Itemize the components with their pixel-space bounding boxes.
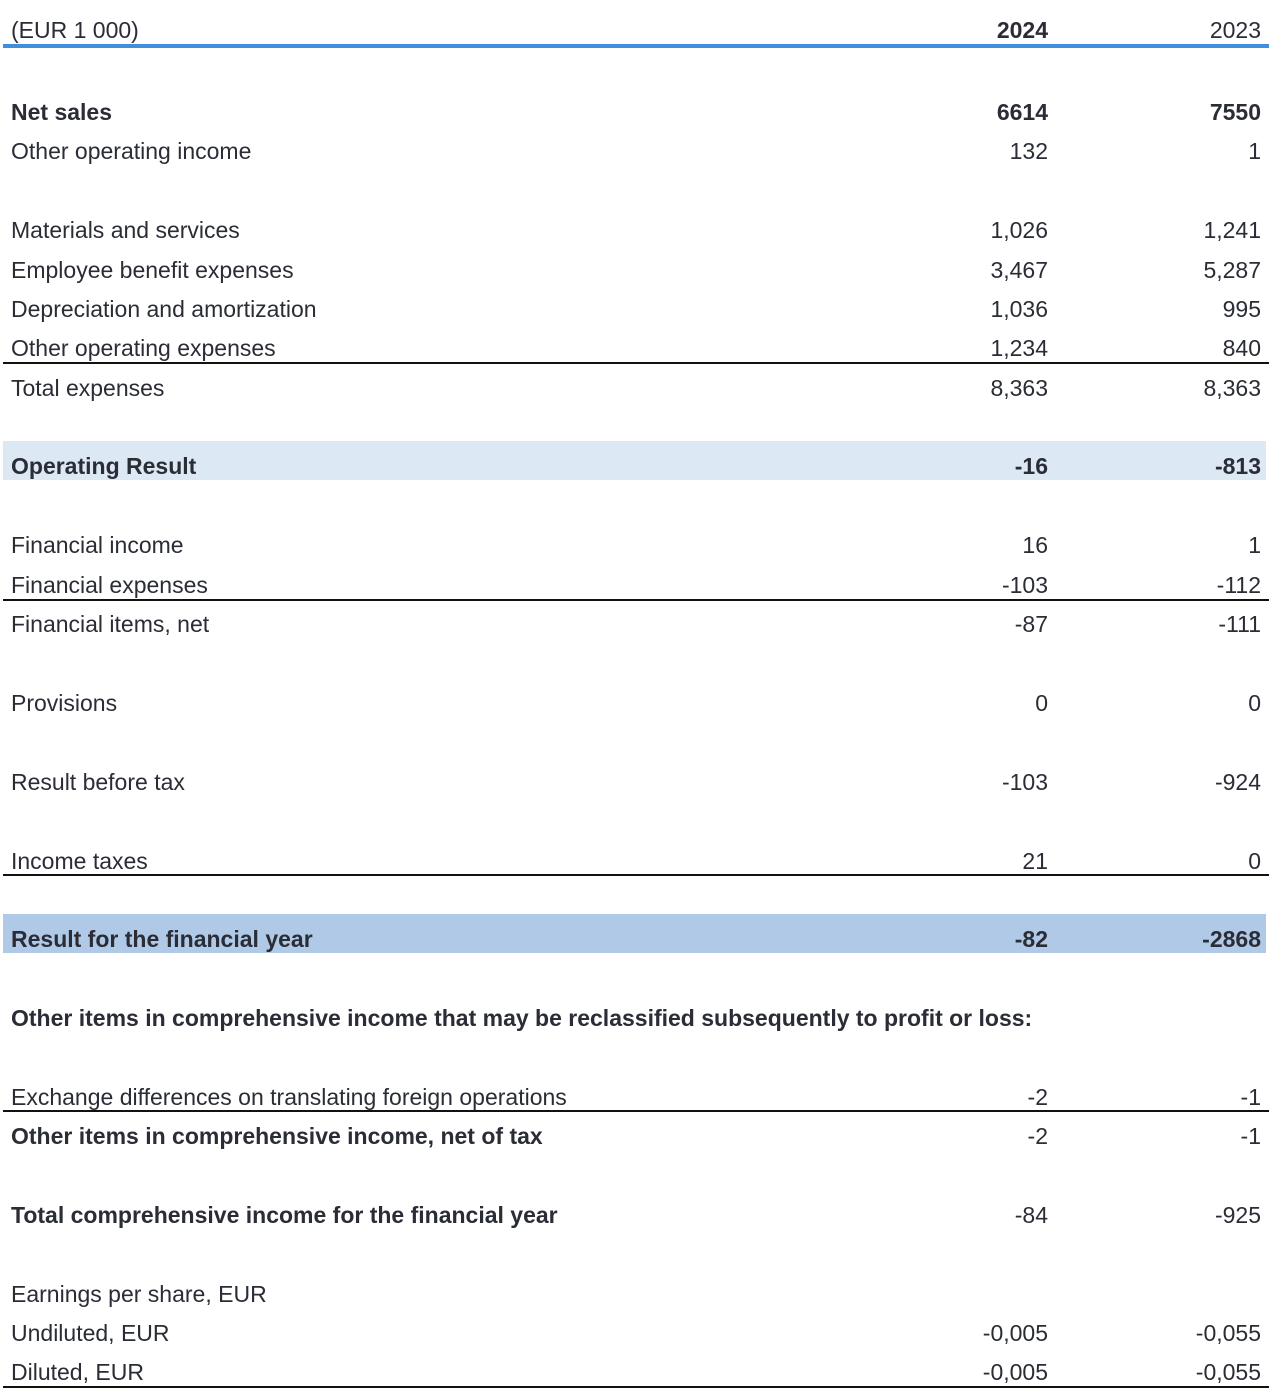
column-header-2023: 2023	[1209, 17, 1261, 43]
value-2024: -16	[1014, 453, 1048, 479]
table-row-financial-items-net: Financial items, net -87 -111	[0, 604, 1275, 644]
value-2024: -2	[1027, 1084, 1048, 1110]
value-2024: -103	[1001, 572, 1048, 598]
table-row-materials-services: Materials and services 1,026 1,241	[0, 210, 1275, 250]
value-2023: -813	[1214, 453, 1261, 479]
value-2023: -1	[1240, 1084, 1261, 1110]
value-2024: 132	[1009, 138, 1048, 164]
row-label: Financial expenses	[11, 572, 208, 598]
value-2023: 995	[1222, 296, 1261, 322]
table-row-diluted: Diluted, EUR -0,005 -0,055	[0, 1352, 1275, 1392]
value-2023: 840	[1222, 335, 1261, 361]
value-2024: 0	[1035, 690, 1048, 716]
value-2023: 7550	[1209, 99, 1261, 125]
row-label: Earnings per share, EUR	[11, 1281, 267, 1307]
table-row-financial-expenses: Financial expenses -103 -112	[0, 565, 1275, 605]
value-2024: 21	[1022, 848, 1048, 874]
table-row-result-financial-year: Result for the financial year -82 -2868	[0, 919, 1275, 959]
result-highlight	[3, 914, 1266, 953]
value-2023: 5,287	[1203, 257, 1261, 283]
value-2023: 0	[1248, 690, 1261, 716]
table-row-depreciation: Depreciation and amortization 1,036 995	[0, 289, 1275, 329]
row-label: Financial income	[11, 532, 184, 558]
row-label: Other operating expenses	[11, 335, 276, 361]
value-2024: 1,036	[990, 296, 1048, 322]
value-2023: 1,241	[1203, 217, 1261, 243]
value-2024: 8,363	[990, 375, 1048, 401]
row-label: Other items in comprehensive income, net…	[11, 1123, 543, 1149]
table-row-exchange-differences: Exchange differences on translating fore…	[0, 1077, 1275, 1117]
row-label: Financial items, net	[11, 611, 210, 637]
value-2024: -82	[1014, 926, 1048, 952]
table-row-oci-net: Other items in comprehensive income, net…	[0, 1116, 1275, 1156]
row-label: Provisions	[11, 690, 118, 716]
table-row-income-taxes: Income taxes 21 0	[0, 841, 1275, 881]
section-heading: Other items in comprehensive income that…	[11, 1005, 1033, 1031]
column-header-2024: 2024	[996, 17, 1048, 43]
row-label: Result before tax	[11, 769, 185, 795]
value-2023: 8,363	[1203, 375, 1261, 401]
value-2023: -924	[1214, 769, 1261, 795]
table-row-other-operating-expenses: Other operating expenses 1,234 840	[0, 328, 1275, 368]
row-label: Exchange differences on translating fore…	[11, 1084, 567, 1110]
value-2024: -0,005	[982, 1320, 1048, 1346]
unit-label: (EUR 1 000)	[11, 17, 139, 43]
row-label: Total expenses	[11, 375, 165, 401]
row-label: Materials and services	[11, 217, 240, 243]
header-divider	[3, 44, 1269, 48]
value-2023: -112	[1216, 572, 1261, 598]
value-2024: -103	[1001, 769, 1048, 795]
subtotal-divider	[3, 874, 1269, 876]
value-2023: 1	[1248, 138, 1261, 164]
value-2024: -0,005	[982, 1359, 1048, 1385]
table-row-financial-income: Financial income 16 1	[0, 525, 1275, 565]
value-2024: -84	[1014, 1202, 1048, 1228]
row-label: Total comprehensive income for the finan…	[11, 1202, 558, 1228]
table-row-result-before-tax: Result before tax -103 -924	[0, 762, 1275, 802]
row-label: Undiluted, EUR	[11, 1320, 170, 1346]
value-2023: -2868	[1202, 926, 1261, 952]
value-2024: 3,467	[990, 257, 1048, 283]
table-row-provisions: Provisions 0 0	[0, 683, 1275, 723]
value-2024: -2	[1027, 1123, 1048, 1149]
table-row-total-comprehensive: Total comprehensive income for the finan…	[0, 1195, 1275, 1235]
subtotal-divider	[3, 599, 1269, 601]
value-2024: -87	[1014, 611, 1048, 637]
subtotal-divider	[3, 362, 1269, 364]
table-row-eps-heading: Earnings per share, EUR	[0, 1274, 1275, 1314]
value-2023: 0	[1248, 848, 1261, 874]
table-row-net-sales: Net sales 6614 7550	[0, 92, 1275, 132]
row-label: Diluted, EUR	[11, 1359, 144, 1385]
table-row-other-operating-income: Other operating income 132 1	[0, 131, 1275, 171]
value-2024: 1,234	[990, 335, 1048, 361]
row-label: Result for the financial year	[11, 926, 313, 952]
table-bottom-border	[3, 1386, 1269, 1388]
table-row-undiluted: Undiluted, EUR -0,005 -0,055	[0, 1313, 1275, 1353]
row-label: Income taxes	[11, 848, 148, 874]
row-label: Operating Result	[11, 453, 197, 479]
table-row-employee-benefit: Employee benefit expenses 3,467 5,287	[0, 250, 1275, 290]
value-2023: -1	[1240, 1123, 1261, 1149]
value-2023: -925	[1214, 1202, 1261, 1228]
value-2023: -111	[1218, 611, 1261, 637]
value-2023: -0,055	[1195, 1359, 1261, 1385]
section-heading-oci: Other items in comprehensive income that…	[0, 998, 1275, 1038]
table-row-operating-result: Operating Result -16 -813	[0, 446, 1275, 486]
value-2024: 1,026	[990, 217, 1048, 243]
value-2024: 6614	[996, 99, 1048, 125]
table-header: (EUR 1 000) 2024 2023	[0, 10, 1275, 50]
subtotal-divider	[3, 1110, 1269, 1112]
row-label: Depreciation and amortization	[11, 296, 317, 322]
row-label: Employee benefit expenses	[11, 257, 294, 283]
operating-result-highlight	[3, 441, 1266, 480]
value-2023: 1	[1248, 532, 1261, 558]
value-2023: -0,055	[1195, 1320, 1261, 1346]
row-label: Net sales	[11, 99, 113, 125]
value-2024: 16	[1022, 532, 1048, 558]
row-label: Other operating income	[11, 138, 252, 164]
table-row-total-expenses: Total expenses 8,363 8,363	[0, 368, 1275, 408]
